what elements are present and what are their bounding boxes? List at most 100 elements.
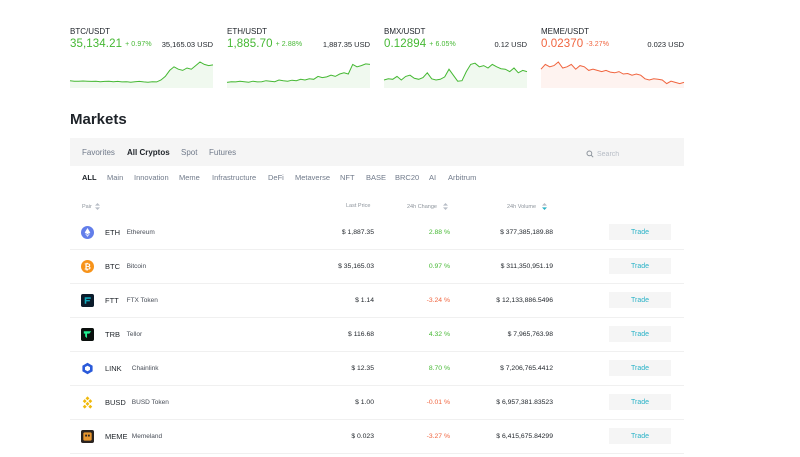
ticker-volume: 0.023 USD — [647, 40, 684, 49]
ticker-card-eth[interactable]: ETH/USDT 1,885.70 + 2.88% 1,887.35 USD — [226, 27, 371, 89]
coin-name: Memeland — [131, 433, 163, 440]
ftx-token-icon — [81, 294, 94, 307]
trade-button[interactable]: Trade — [609, 224, 671, 240]
ticker-pair: BMX/USDT — [384, 27, 426, 36]
ticker-sparkline — [540, 61, 685, 88]
last-price: $ 116.68 — [348, 331, 374, 338]
category-infrastructure[interactable]: Infrastructure — [212, 173, 257, 182]
category-all[interactable]: ALL — [82, 173, 97, 182]
column-header-label: 24h Change — [407, 204, 437, 210]
tab-spot[interactable]: Spot — [181, 148, 198, 157]
table-row[interactable]: ETH Ethereum $ 1,887.35 2.88 % $ 377,385… — [70, 216, 684, 250]
coin-symbol: FTT — [105, 296, 119, 305]
ticker-card-btc[interactable]: BTC/USDT 35,134.21 + 0.97% 35,165.03 USD — [69, 27, 214, 89]
column-header-24h-volume[interactable]: 24h Volume — [507, 203, 547, 210]
busd-icon — [81, 396, 94, 409]
table-row[interactable]: BUSD BUSD Token $ 1.00 -0.01 % $ 6,957,3… — [70, 386, 684, 420]
category-arbitrum[interactable]: Arbitrum — [448, 173, 477, 182]
table-row[interactable]: LINK Chainlink $ 12.35 8.70 % $ 7,206,76… — [70, 352, 684, 386]
column-header-last-price[interactable]: Last Price — [346, 203, 370, 209]
row-divider — [70, 453, 684, 454]
ticker-volume: 0.12 USD — [494, 40, 527, 49]
table-row[interactable]: ₿ BTC Bitcoin $ 35,165.03 0.97 % $ 311,3… — [70, 250, 684, 284]
trade-button[interactable]: Trade — [609, 258, 671, 274]
change-24h: -0.01 % — [426, 399, 450, 406]
memeland-icon — [81, 430, 94, 443]
sparkline-line — [69, 61, 214, 83]
category-metaverse[interactable]: Metaverse — [295, 173, 331, 182]
sparkline-area — [541, 62, 684, 88]
trade-button[interactable]: Trade — [609, 360, 671, 376]
market-filter-bar: Favorites All Cryptos Spot Futures — [70, 138, 684, 166]
row-divider — [70, 283, 684, 284]
ticker-price: 0.02370 -3.27% — [541, 38, 610, 50]
column-header-24h-change[interactable]: 24h Change — [407, 203, 448, 210]
row-divider — [70, 249, 684, 250]
ticker-price: 1,885.70 + 2.88% — [227, 38, 303, 50]
ticker-strip: BTC/USDT 35,134.21 + 0.97% 35,165.03 USD … — [69, 27, 690, 89]
page-title: Markets — [70, 111, 127, 128]
last-price: $ 12.35 — [351, 365, 374, 372]
category-base[interactable]: BASE — [366, 173, 387, 182]
tab-favorites[interactable]: Favorites — [82, 148, 115, 157]
bitcoin-icon: ₿ — [81, 260, 94, 273]
coin-symbol: BUSD — [105, 398, 126, 407]
trade-button[interactable]: Trade — [609, 428, 671, 444]
row-divider — [70, 385, 684, 386]
coin-name: FTX Token — [126, 297, 158, 304]
category-defi[interactable]: DeFi — [268, 173, 284, 182]
table-row[interactable]: MEME Memeland $ 0.023 -3.27 % $ 6,415,67… — [70, 420, 684, 454]
last-price: $ 1,887.35 — [341, 229, 374, 236]
search-icon — [586, 150, 594, 158]
column-header-pair[interactable]: Pair — [82, 203, 101, 210]
category-brc20[interactable]: BRC20 — [395, 173, 420, 182]
category-innovation[interactable]: Innovation — [134, 173, 169, 182]
ticker-change: + 2.88% — [275, 41, 303, 48]
coin-symbol: BTC — [105, 262, 120, 271]
volume-24h: $ 12,133,886.5496 — [496, 297, 553, 304]
coin-name: Tellor — [126, 331, 143, 338]
ticker-change: + 0.97% — [125, 41, 152, 48]
ticker-volume: 1,887.35 USD — [322, 40, 370, 49]
change-24h: 0.97 % — [428, 263, 450, 270]
category-main[interactable]: Main — [107, 173, 124, 182]
sparkline-area — [384, 63, 527, 88]
volume-24h: $ 7,206,765.4412 — [500, 365, 553, 372]
ticker-card-meme[interactable]: MEME/USDT 0.02370 -3.27% 0.023 USD — [540, 27, 685, 89]
ticker-sparkline — [69, 61, 214, 88]
ethereum-icon — [81, 226, 94, 239]
search-box[interactable] — [586, 148, 687, 160]
table-row[interactable]: TRB Tellor $ 116.68 4.32 % $ 7,965,763.9… — [70, 318, 684, 352]
coin-symbol: TRB — [105, 330, 120, 339]
row-divider — [70, 351, 684, 352]
search-input[interactable] — [597, 150, 687, 158]
change-24h: 8.70 % — [428, 365, 450, 372]
sparkline-line — [383, 62, 528, 82]
ticker-price: 0.12894 + 6.05% — [384, 38, 456, 50]
sort-icon — [541, 203, 547, 210]
category-nft[interactable]: NFT — [340, 173, 355, 182]
tab-all-cryptos[interactable]: All Cryptos — [127, 148, 170, 157]
tab-futures[interactable]: Futures — [209, 148, 237, 157]
trade-button[interactable]: Trade — [609, 394, 671, 410]
category-meme[interactable]: Meme — [179, 173, 200, 182]
change-24h: -3.24 % — [426, 297, 450, 304]
change-24h: 2.88 % — [428, 229, 450, 236]
trade-button[interactable]: Trade — [609, 326, 671, 342]
ticker-volume: 35,165.03 USD — [161, 40, 213, 49]
sort-icon — [95, 203, 101, 210]
category-ai[interactable]: AI — [429, 173, 437, 182]
last-price: $ 1.00 — [355, 399, 374, 406]
trade-button[interactable]: Trade — [609, 292, 671, 308]
table-row[interactable]: FTT FTX Token $ 1.14 -3.24 % $ 12,133,88… — [70, 284, 684, 318]
ticker-card-bmx[interactable]: BMX/USDT 0.12894 + 6.05% 0.12 USD — [383, 27, 528, 89]
tellor-icon — [81, 328, 94, 341]
svg-text:₿: ₿ — [84, 261, 91, 271]
volume-24h: $ 7,965,763.98 — [507, 331, 553, 338]
sparkline-line — [226, 63, 371, 83]
last-price: $ 0.023 — [351, 433, 374, 440]
column-header-label: Pair — [82, 204, 92, 210]
coin-name: Bitcoin — [126, 263, 147, 270]
volume-24h: $ 311,350,951.19 — [500, 263, 553, 270]
row-divider — [70, 317, 684, 318]
